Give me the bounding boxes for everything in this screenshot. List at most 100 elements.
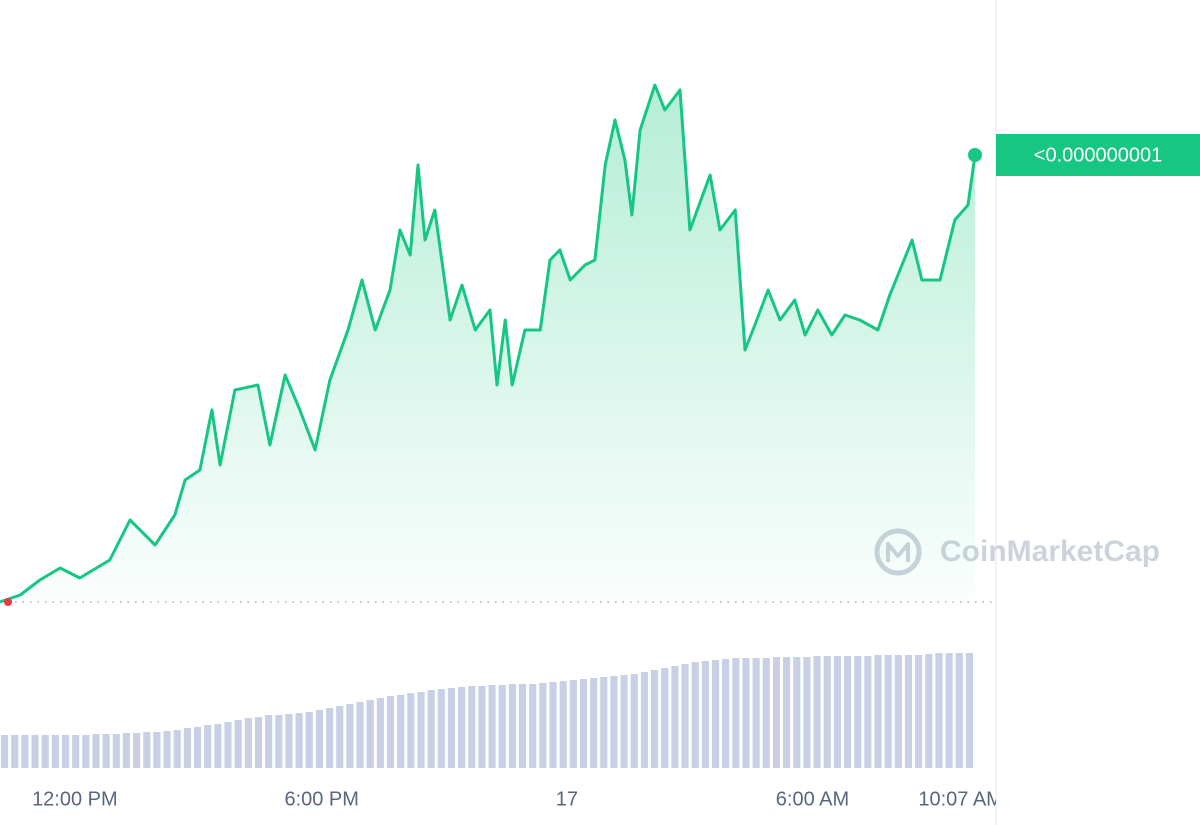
volume-bar: [224, 722, 232, 768]
volume-bar: [762, 658, 770, 768]
volume-bar: [376, 698, 384, 768]
volume-bar: [600, 677, 608, 768]
volume-bar: [843, 656, 852, 768]
volume-bar: [549, 682, 557, 768]
volume-bar: [478, 686, 486, 768]
volume-bar: [640, 672, 648, 768]
volume-bar: [305, 712, 313, 768]
volume-bar: [214, 724, 222, 768]
volume-bar: [31, 735, 39, 768]
volume-bar: [102, 734, 110, 768]
volume-bar: [498, 685, 506, 768]
volume-bar: [265, 715, 273, 768]
start-dot: [4, 598, 12, 606]
volume-bar: [752, 658, 760, 768]
volume-bar: [955, 653, 963, 768]
volume-bar: [244, 718, 252, 768]
volume-bar: [488, 685, 496, 768]
volume-bar: [72, 735, 80, 768]
volume-bar: [925, 654, 933, 768]
volume-bar: [122, 733, 131, 768]
volume-bar: [407, 693, 415, 768]
volume-bar: [11, 735, 19, 768]
volume-bar: [864, 656, 872, 768]
volume-bar: [427, 690, 435, 768]
volume-bar: [315, 710, 323, 768]
x-tick-label: 12:00 PM: [32, 788, 118, 810]
volume-bar: [651, 670, 659, 768]
volume-bar: [803, 657, 811, 768]
volume-bar: [447, 688, 456, 768]
volume-bar: [772, 657, 781, 768]
volume-bar: [945, 653, 953, 768]
volume-bar: [326, 708, 334, 768]
x-tick-label: 10:07 AM: [918, 788, 1003, 810]
x-tick-label: 6:00 AM: [776, 788, 849, 810]
volume-bar: [41, 735, 49, 768]
volume-bar: [915, 655, 923, 768]
volume-bar: [508, 684, 516, 768]
volume-bar: [386, 696, 395, 768]
volume-bar: [854, 656, 862, 768]
volume-bar: [458, 687, 466, 768]
volume-bar: [275, 715, 283, 768]
volume-bar: [51, 735, 59, 768]
volume-bar: [711, 660, 720, 768]
volume-bar: [559, 681, 567, 768]
volume-bar: [783, 657, 791, 768]
price-label-box: [996, 134, 1200, 176]
volume-bar: [691, 662, 699, 768]
volume-bar: [346, 704, 354, 768]
x-tick-label: 6:00 PM: [284, 788, 358, 810]
volume-bar: [336, 706, 344, 768]
volume-bar: [112, 734, 120, 768]
volume-bar: [874, 655, 882, 768]
volume-bar: [569, 680, 577, 768]
volume-bar: [630, 674, 638, 768]
volume-bar: [661, 668, 669, 768]
volume-bar: [681, 664, 689, 768]
volume-bar: [92, 734, 100, 768]
volume-bar: [193, 727, 202, 768]
volume-bar: [935, 653, 943, 768]
volume-bar: [732, 658, 740, 768]
volume-bar: [904, 655, 913, 768]
volume-bar: [143, 732, 151, 768]
x-tick-label: 17: [556, 788, 578, 810]
current-price-dot: [968, 148, 982, 162]
volume-bar: [295, 713, 303, 768]
volume-bar: [356, 702, 364, 768]
volume-bar: [965, 653, 973, 768]
volume-bar: [397, 695, 405, 768]
volume-bar: [701, 661, 709, 768]
volume-bar: [722, 659, 730, 768]
price-label: <0.000000001: [1034, 144, 1162, 166]
volume-bar: [133, 733, 141, 768]
volume-bar: [234, 720, 242, 768]
volume-bar: [884, 655, 892, 768]
price-line: [0, 83, 977, 604]
volume-bar: [285, 714, 293, 768]
volume-bar: [153, 732, 161, 768]
volume-bar: [539, 683, 547, 768]
volume-bar: [833, 656, 841, 768]
volume-bar: [620, 675, 628, 768]
volume-bar: [793, 657, 801, 768]
volume-bar: [366, 700, 374, 768]
volume-bar: [417, 692, 425, 768]
watermark-text: CoinMarketCap: [940, 535, 1160, 568]
volume-bar: [742, 658, 750, 768]
volume-bar: [518, 684, 527, 768]
volume-bar: [173, 730, 181, 768]
volume-bar: [163, 731, 171, 768]
volume-bar: [437, 689, 445, 768]
volume-bar: [82, 735, 90, 768]
volume-bar: [671, 666, 679, 768]
volume-bar: [21, 735, 29, 768]
volume-bar: [894, 655, 902, 768]
volume-bar: [183, 728, 191, 768]
volume-bar: [823, 656, 831, 768]
volume-bar: [590, 678, 598, 768]
volume-bar: [529, 684, 537, 768]
